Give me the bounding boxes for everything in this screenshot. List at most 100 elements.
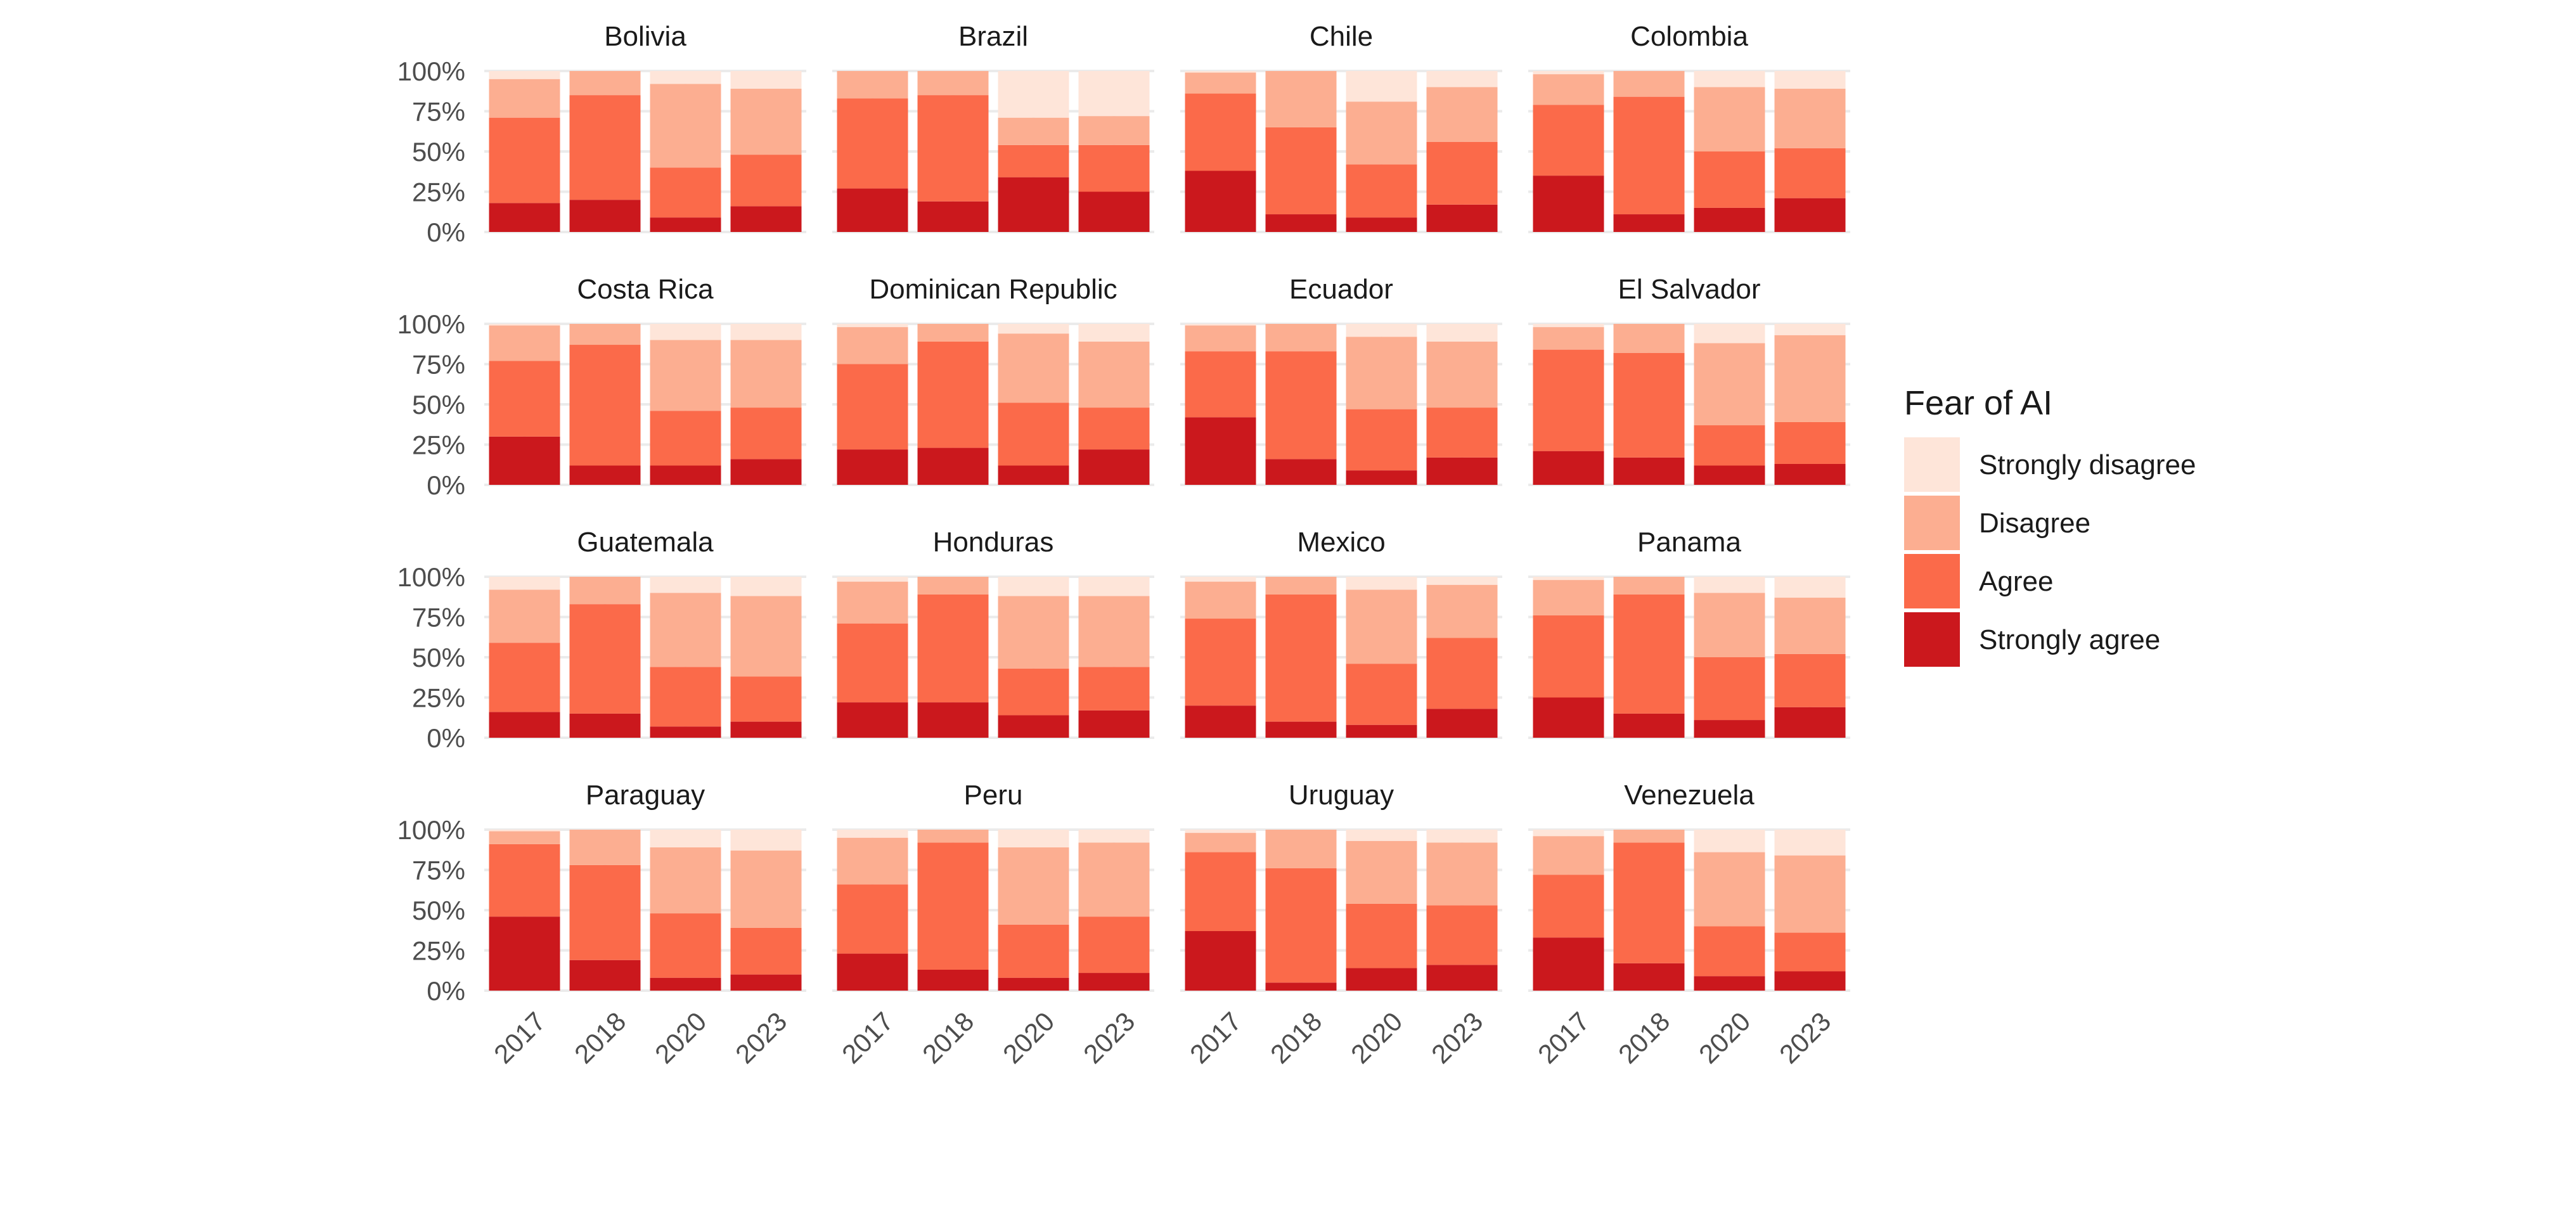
bar-venezuela-2017-strongly-agree bbox=[1533, 937, 1604, 991]
bar-el-salvador-2017-disagree bbox=[1533, 327, 1604, 350]
bar-brazil-2017-strongly-agree bbox=[837, 188, 908, 232]
panel-paraguay: Paraguay 0% 25% 50% 75% 100% 2017 2018 2020 2023 bbox=[397, 780, 806, 1069]
bar-colombia-2020-strongly-agree bbox=[1694, 207, 1765, 232]
bar-dominican-republic-2018-disagree bbox=[917, 324, 989, 342]
bar-bolivia-2023-strongly-agree bbox=[730, 206, 802, 232]
bar-guatemala-2017-strongly-disagree bbox=[489, 577, 560, 590]
y-tick-label: 50% bbox=[412, 137, 465, 167]
bar-guatemala-2018-strongly-agree bbox=[569, 713, 641, 738]
bar-colombia-2017-strongly-agree bbox=[1533, 176, 1604, 232]
bar-el-salvador-2020-disagree bbox=[1694, 343, 1765, 426]
bar-ecuador-2018-disagree bbox=[1265, 324, 1337, 352]
bar-el-salvador-2018-strongly-agree bbox=[1613, 457, 1685, 485]
bar-brazil-2020-disagree bbox=[998, 117, 1069, 145]
bar-colombia-2017-strongly-disagree bbox=[1533, 71, 1604, 75]
bar-dominican-republic-2023-strongly-agree bbox=[1078, 449, 1150, 485]
bar-brazil-2018-strongly-agree bbox=[917, 201, 989, 232]
panel-title-costa-rica: Costa Rica bbox=[577, 274, 714, 305]
x-tick-label: 2018 bbox=[569, 1006, 631, 1069]
bar-costa-rica-2018-strongly-agree bbox=[569, 465, 641, 485]
bar-venezuela-2017-strongly-disagree bbox=[1533, 830, 1604, 837]
bar-honduras-2017-agree bbox=[837, 623, 908, 703]
bar-chile-2018-disagree bbox=[1265, 71, 1337, 127]
bar-brazil-2023-strongly-agree bbox=[1078, 191, 1150, 232]
bar-panama-2017-strongly-disagree bbox=[1533, 577, 1604, 581]
bar-el-salvador-2017-strongly-agree bbox=[1533, 451, 1604, 485]
panel-title-colombia: Colombia bbox=[1630, 21, 1748, 52]
panel-ecuador: Ecuador bbox=[1180, 274, 1502, 486]
bar-ecuador-2017-agree bbox=[1185, 351, 1256, 418]
bar-uruguay-2020-strongly-disagree bbox=[1346, 830, 1417, 841]
y-tick-label: 100% bbox=[397, 562, 465, 592]
bar-dominican-republic-2020-strongly-agree bbox=[998, 465, 1069, 485]
bar-colombia-2020-disagree bbox=[1694, 87, 1765, 151]
panel-chile: Chile bbox=[1180, 21, 1502, 233]
bar-honduras-2023-agree bbox=[1078, 667, 1150, 710]
bar-guatemala-2017-strongly-agree bbox=[489, 712, 560, 738]
bar-dominican-republic-2023-strongly-disagree bbox=[1078, 324, 1150, 342]
panel-title-el-salvador: El Salvador bbox=[1618, 274, 1760, 305]
bar-uruguay-2018-strongly-agree bbox=[1265, 982, 1337, 991]
bar-bolivia-2017-disagree bbox=[489, 79, 560, 118]
bar-guatemala-2018-agree bbox=[569, 604, 641, 714]
bar-el-salvador-2020-strongly-agree bbox=[1694, 465, 1765, 485]
bar-peru-2017-strongly-disagree bbox=[837, 830, 908, 838]
bar-dominican-republic-2023-disagree bbox=[1078, 341, 1150, 408]
bar-ecuador-2023-strongly-agree bbox=[1426, 457, 1498, 485]
bar-brazil-2023-agree bbox=[1078, 145, 1150, 192]
bar-el-salvador-2023-strongly-disagree bbox=[1774, 324, 1846, 335]
bar-paraguay-2023-strongly-agree bbox=[730, 974, 802, 991]
bar-colombia-2023-strongly-disagree bbox=[1774, 71, 1846, 89]
bar-guatemala-2020-agree bbox=[650, 667, 721, 727]
y-tick-label: 75% bbox=[412, 603, 465, 633]
bar-peru-2020-disagree bbox=[998, 847, 1069, 925]
bar-dominican-republic-2020-disagree bbox=[998, 333, 1069, 403]
legend-title: Fear of AI bbox=[1904, 384, 2052, 422]
bar-panama-2023-strongly-disagree bbox=[1774, 577, 1846, 598]
bar-ecuador-2017-disagree bbox=[1185, 325, 1256, 352]
bar-paraguay-2020-strongly-agree bbox=[650, 977, 721, 991]
bar-uruguay-2023-strongly-disagree bbox=[1426, 830, 1498, 843]
bar-paraguay-2017-strongly-disagree bbox=[489, 830, 560, 832]
bar-costa-rica-2017-strongly-agree bbox=[489, 436, 560, 485]
bar-bolivia-2023-disagree bbox=[730, 88, 802, 155]
y-tick-label: 50% bbox=[412, 896, 465, 925]
bar-el-salvador-2020-strongly-disagree bbox=[1694, 324, 1765, 344]
bar-panama-2023-strongly-agree bbox=[1774, 707, 1846, 738]
x-tick-label: 2023 bbox=[1078, 1006, 1140, 1069]
bar-paraguay-2020-agree bbox=[650, 913, 721, 978]
bar-peru-2023-disagree bbox=[1078, 842, 1150, 917]
panel-title-brazil: Brazil bbox=[958, 21, 1028, 52]
panel-uruguay: Uruguay 2017 2018 2020 2023 bbox=[1180, 780, 1502, 1069]
legend-key-agree bbox=[1904, 554, 1960, 608]
bar-colombia-2020-strongly-disagree bbox=[1694, 71, 1765, 87]
bar-bolivia-2017-strongly-agree bbox=[489, 203, 560, 232]
bar-mexico-2023-strongly-agree bbox=[1426, 709, 1498, 738]
panel-peru: Peru 2017 2018 2020 2023 bbox=[832, 780, 1154, 1069]
bar-chile-2020-strongly-disagree bbox=[1346, 71, 1417, 102]
bar-dominican-republic-2017-strongly-agree bbox=[837, 449, 908, 485]
bar-colombia-2017-disagree bbox=[1533, 74, 1604, 105]
bar-venezuela-2020-strongly-disagree bbox=[1694, 830, 1765, 852]
legend-label-strongly-disagree: Strongly disagree bbox=[1979, 449, 2196, 480]
bar-brazil-2018-agree bbox=[917, 95, 989, 202]
bar-dominican-republic-2020-agree bbox=[998, 402, 1069, 466]
bar-ecuador-2023-disagree bbox=[1426, 341, 1498, 408]
bar-venezuela-2020-agree bbox=[1694, 926, 1765, 977]
bar-uruguay-2023-disagree bbox=[1426, 842, 1498, 906]
bar-el-salvador-2023-strongly-agree bbox=[1774, 463, 1846, 485]
panel-title-venezuela: Venezuela bbox=[1624, 780, 1755, 811]
bar-paraguay-2018-disagree bbox=[569, 830, 641, 865]
y-tick-label: 50% bbox=[412, 643, 465, 672]
bar-chile-2020-disagree bbox=[1346, 101, 1417, 165]
bar-venezuela-2023-strongly-agree bbox=[1774, 971, 1846, 991]
y-tick-label: 0% bbox=[427, 470, 465, 500]
panel-title-honduras: Honduras bbox=[933, 527, 1054, 558]
bar-honduras-2020-strongly-disagree bbox=[998, 577, 1069, 596]
bar-bolivia-2020-strongly-agree bbox=[650, 217, 721, 232]
bar-chile-2023-disagree bbox=[1426, 87, 1498, 142]
bar-ecuador-2023-agree bbox=[1426, 408, 1498, 458]
panel-honduras: Honduras bbox=[832, 527, 1154, 739]
bar-ecuador-2020-strongly-agree bbox=[1346, 470, 1417, 485]
bar-guatemala-2023-strongly-agree bbox=[730, 721, 802, 738]
